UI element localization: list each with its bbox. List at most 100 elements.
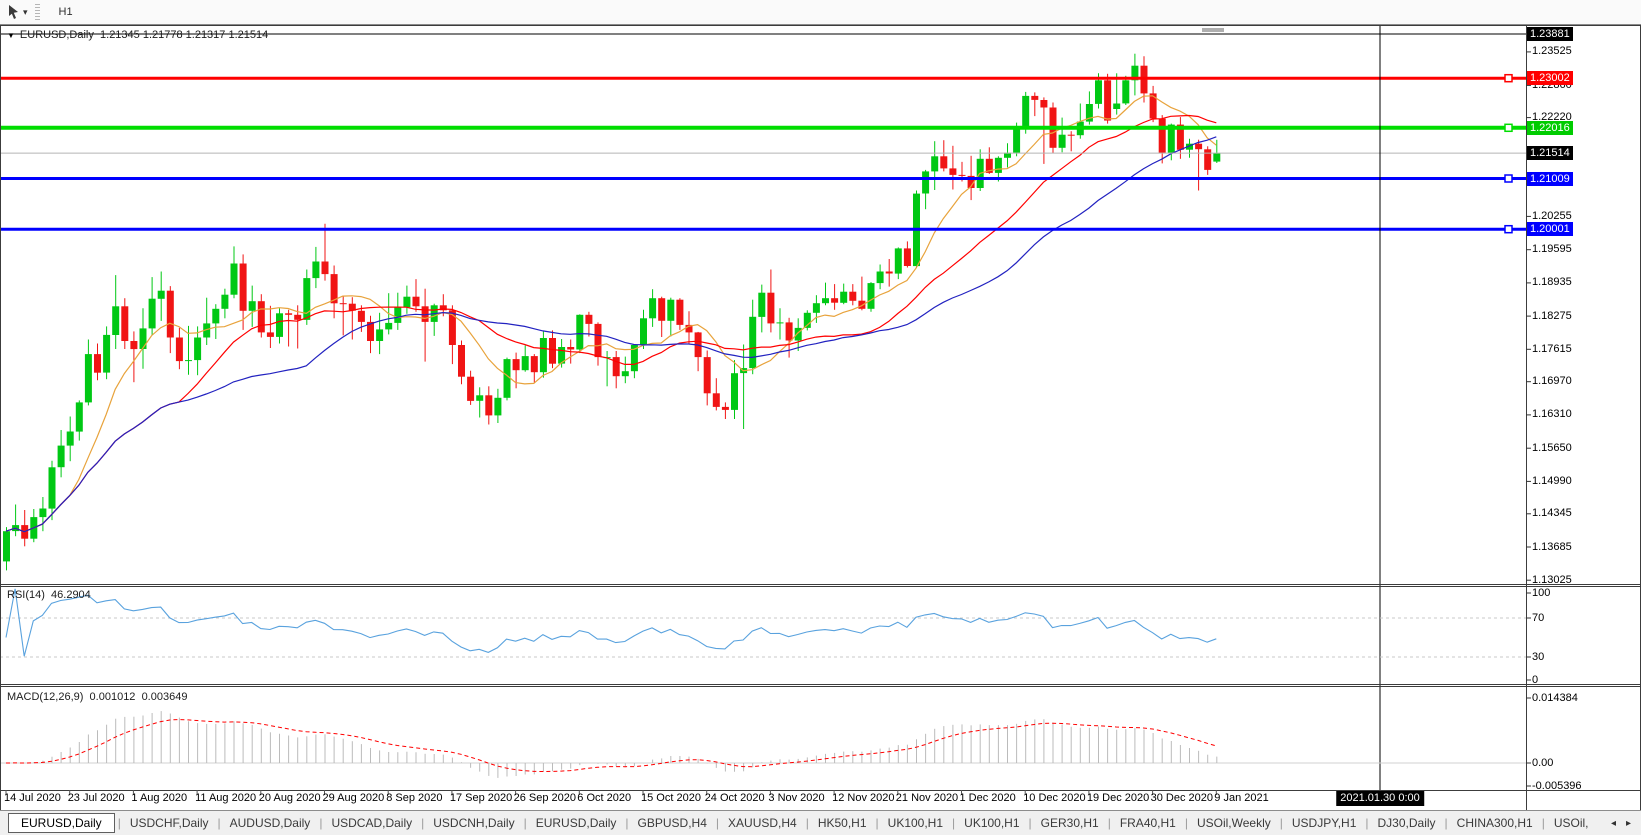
chart-title-ohlc: 1.21345 1.21778 1.21317 1.21514 xyxy=(100,29,269,41)
tab-separator: | xyxy=(523,816,527,830)
tab-scroll-right-icon[interactable]: ▸ xyxy=(1625,817,1631,829)
price-axis-label: 1.13025 xyxy=(1532,573,1572,586)
price-axis-label: 1.18935 xyxy=(1532,276,1572,289)
tab-separator: | xyxy=(1541,816,1545,830)
macd-axis-label: -0.005396 xyxy=(1532,779,1582,792)
time-axis-label: 8 Sep 2020 xyxy=(386,792,443,804)
collapse-icon[interactable]: ▼ xyxy=(7,31,15,40)
chart-tabs-bar: EURUSD,Daily | USDCHF,Daily | AUDUSD,Daily | U… xyxy=(0,810,1641,835)
toolbar-grip xyxy=(34,3,40,21)
timeframe-button-h1[interactable]: H1 xyxy=(58,6,73,18)
chart-tab-gbpusd-h4[interactable]: GBPUSD,H4 xyxy=(637,816,707,830)
tab-separator: | xyxy=(1444,816,1448,830)
chart-tab-usdcnh-daily[interactable]: USDCNH,Daily xyxy=(433,816,515,830)
tab-separator: | xyxy=(421,816,425,830)
price-axis-label: 1.14990 xyxy=(1532,474,1572,487)
price-level-badge: 1.23002 xyxy=(1527,71,1573,86)
price-chart[interactable] xyxy=(0,25,1641,810)
price-axis-label: 1.17615 xyxy=(1532,342,1572,355)
cursor-tool-button[interactable]: ▾ xyxy=(6,4,28,20)
tab-scroll-left-icon[interactable]: ◂ xyxy=(1610,817,1616,829)
macd-axis-label: 0.00 xyxy=(1532,756,1554,769)
time-axis-label: 10 Dec 2020 xyxy=(1023,792,1086,804)
chart-title: ▼ EURUSD,Daily 1.21345 1.21778 1.21317 1.… xyxy=(7,29,268,41)
time-axis-label: 14 Jul 2020 xyxy=(4,792,61,804)
tab-separator: | xyxy=(805,816,809,830)
time-axis-label: 3 Nov 2020 xyxy=(768,792,825,804)
time-axis-label: 19 Dec 2020 xyxy=(1086,792,1150,804)
price-level-badge: 1.21009 xyxy=(1527,171,1573,186)
chart-tab-china300-h1[interactable]: CHINA300,H1 xyxy=(1456,816,1533,830)
time-axis-label: 29 Aug 2020 xyxy=(322,792,385,804)
price-axis-label: 1.23525 xyxy=(1532,45,1572,58)
chart-tab-ger30-h1[interactable]: GER30,H1 xyxy=(1040,816,1099,830)
price-axis-label: 1.13685 xyxy=(1532,540,1572,553)
chart-tab-fra40-h1[interactable]: FRA40,H1 xyxy=(1119,816,1176,830)
macd-axis-label: 0.014384 xyxy=(1532,691,1578,704)
time-axis-label: 1 Aug 2020 xyxy=(131,792,188,804)
price-axis-label: 1.18275 xyxy=(1532,309,1572,322)
time-axis-label: 30 Dec 2020 xyxy=(1150,792,1213,804)
chart-window[interactable]: ▼ EURUSD,Daily 1.21345 1.21778 1.21317 1.… xyxy=(0,25,1641,810)
rsi-axis-label: 30 xyxy=(1532,650,1545,663)
tab-separator: | xyxy=(319,816,323,830)
price-level-badge: 1.21514 xyxy=(1527,146,1573,161)
price-level-badge: 1.20001 xyxy=(1527,222,1573,237)
rsi-value: 46.2904 xyxy=(51,589,91,601)
price-axis-label: 1.22220 xyxy=(1532,111,1572,124)
time-axis-label: 23 Jul 2020 xyxy=(67,792,125,804)
tab-scrollers: ◂ ▸ xyxy=(1611,818,1631,829)
time-axis-label: 12 Nov 2020 xyxy=(832,792,895,804)
crosshair-date-badge: 2021.01.30 0:00 xyxy=(1336,791,1424,806)
price-axis-label: 1.16970 xyxy=(1532,375,1572,388)
time-axis-label: 1 Dec 2020 xyxy=(959,792,1016,804)
chart-tab-hk50-h1[interactable]: HK50,H1 xyxy=(817,816,867,830)
tab-separator: | xyxy=(715,816,720,830)
tab-separator: | xyxy=(117,816,121,830)
chart-tab-uk100-h1[interactable]: UK100,H1 xyxy=(964,816,1020,830)
time-axis-label: 26 Sep 2020 xyxy=(513,792,576,804)
chart-tab-uk100-h1[interactable]: UK100,H1 xyxy=(887,816,944,830)
chart-tab-usoil-weekly[interactable]: USOil,Weekly xyxy=(1196,816,1271,830)
chart-tab-xauusd-h4[interactable]: XAUUSD,H4 xyxy=(728,816,797,830)
chart-tab-usdchf-daily[interactable]: USDCHF,Daily xyxy=(129,816,209,830)
tab-separator: | xyxy=(1279,816,1283,830)
chart-tabs: EURUSD,Daily | USDCHF,Daily | AUDUSD,Daily | U… xyxy=(0,813,1594,833)
tab-separator: | xyxy=(625,816,629,830)
price-axis-label: 1.19595 xyxy=(1532,243,1572,256)
rsi-axis-label: 100 xyxy=(1532,586,1551,599)
time-axis-label: 15 Oct 2020 xyxy=(641,792,701,804)
time-axis-label: 9 Jan 2021 xyxy=(1214,792,1269,804)
macd-signal-value: 0.003649 xyxy=(141,691,188,703)
tab-separator: | xyxy=(952,816,956,830)
chart-tab-audusd-daily[interactable]: AUDUSD,Daily xyxy=(229,816,311,830)
price-axis-label: 1.15650 xyxy=(1532,441,1572,454)
time-axis-label: 17 Sep 2020 xyxy=(449,792,513,804)
chart-title-symbol: EURUSD,Daily xyxy=(19,29,94,41)
chevron-down-icon: ▾ xyxy=(23,6,28,17)
price-level-badge: 1.22016 xyxy=(1527,120,1573,135)
toolbar: ▾ M1M5M15M30H1H4D1W1MN xyxy=(0,0,1641,98)
macd-main-value: 0.001012 xyxy=(89,691,136,703)
rsi-axis-label: 0 xyxy=(1532,673,1539,686)
chart-tab-usoil[interactable]: USOil, xyxy=(1553,816,1589,830)
rsi-indicator-label: RSI(14) 46.2904 xyxy=(7,589,91,601)
price-axis-label: 1.16310 xyxy=(1532,408,1572,421)
chart-tab-eurusd-daily[interactable]: EURUSD,Daily xyxy=(8,813,115,833)
price-axis-label: 1.14345 xyxy=(1532,507,1572,520)
tab-separator: | xyxy=(1365,816,1369,830)
tab-separator: | xyxy=(1184,816,1188,830)
time-axis-label: 6 Oct 2020 xyxy=(577,792,632,804)
cursor-tool-icon xyxy=(6,4,21,20)
rsi-name: RSI(14) xyxy=(7,589,45,601)
tab-separator: | xyxy=(217,816,221,830)
chart-tab-usdjpy-h1[interactable]: USDJPY,H1 xyxy=(1291,816,1357,830)
chart-tab-usdcad-daily[interactable]: USDCAD,Daily xyxy=(331,816,413,830)
rsi-axis-label: 70 xyxy=(1532,611,1545,624)
chart-tab-dj30-daily[interactable]: DJ30,Daily xyxy=(1377,816,1436,830)
time-axis-label: 21 Nov 2020 xyxy=(895,792,959,804)
chart-tab-eurusd-daily[interactable]: EURUSD,Daily xyxy=(535,816,617,830)
tab-separator: | xyxy=(875,816,879,830)
time-axis-label: 11 Aug 2020 xyxy=(195,792,257,804)
